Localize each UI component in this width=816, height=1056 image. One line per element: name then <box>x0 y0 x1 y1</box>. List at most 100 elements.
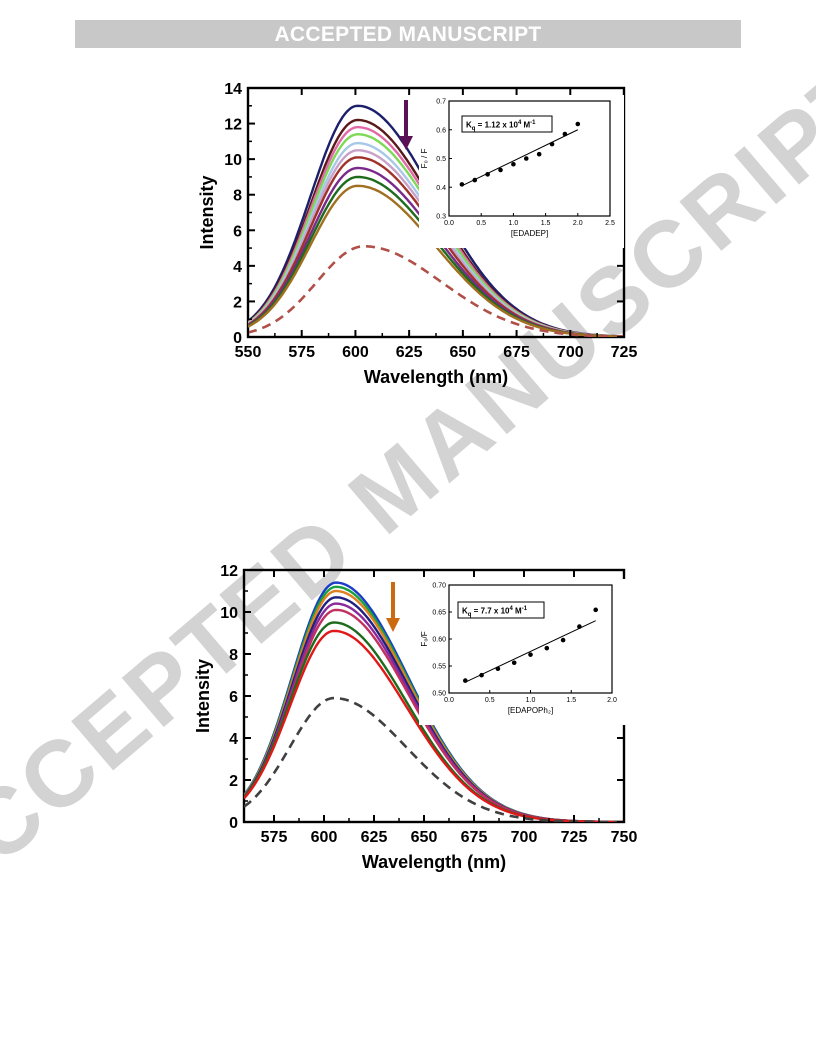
x-tick-label: 600 <box>342 344 369 361</box>
inset-x-tick-label: 0.5 <box>485 697 495 704</box>
inset-legend-box <box>457 601 545 619</box>
inset-y-tick-label: 0.6 <box>436 127 446 134</box>
inset-data-point <box>593 607 598 613</box>
inset-data-point <box>485 172 490 177</box>
x-tick-label: 725 <box>561 829 588 846</box>
inset-data-point <box>575 121 581 127</box>
y-tick-label: 6 <box>229 689 238 706</box>
emission-chart-2: 575 600 625 650 675 700 725 750 0 2 4 6 8 10 12 Wavelen… <box>193 563 637 872</box>
inset-y-tick-label: 0.55 <box>432 664 446 671</box>
inset-y-tick-label: 0.5 <box>436 156 446 163</box>
legend-sup2: -1 <box>530 120 536 126</box>
inset-fit-line <box>465 620 596 683</box>
y-tick-label: 14 <box>224 81 242 98</box>
inset-data-point <box>472 177 478 183</box>
inset-data-point <box>523 156 529 161</box>
spectrum-series-11 <box>248 245 624 337</box>
inset-y-tick-label: 0.60 <box>432 637 446 644</box>
legend-mid: = 1.12 x 10 <box>475 121 518 130</box>
inset-data-point <box>498 167 503 173</box>
inset-data-point <box>511 660 517 666</box>
stern-volmer-inset: 0.0 0.5 1.0 1.5 2.0 2.5 0.3 0.4 0.5 0.6 0.7 [EDADEP… <box>419 95 624 248</box>
inset-y-tick-label: 0.3 <box>436 214 446 221</box>
banner-text: ACCEPTED MANUSCRIPT <box>274 23 542 46</box>
y-axis-label: Intensity <box>193 659 213 733</box>
x-axis-label: Wavelength (nm) <box>364 367 508 387</box>
x-tick-label: 625 <box>361 829 388 846</box>
inset-data-point <box>562 131 568 137</box>
inset-data-point <box>459 182 465 187</box>
y-tick-label: 2 <box>229 773 238 790</box>
y-tick-label: 6 <box>233 223 242 240</box>
y-tick-label: 0 <box>233 330 242 347</box>
y-tick-label: 12 <box>224 117 242 134</box>
inset-data-point <box>479 672 484 678</box>
legend-sup1: 4 <box>518 120 522 126</box>
inset-y-tick-label: 0.65 <box>432 610 446 617</box>
inset-x-tick-label: 2.0 <box>607 697 617 704</box>
inset-data-point <box>549 141 555 147</box>
inset-data-point <box>544 645 550 651</box>
inset-x-tick-label: 1.5 <box>566 697 576 704</box>
x-tick-label: 625 <box>396 344 423 361</box>
inset-x-tick-label: 0.5 <box>476 220 486 227</box>
x-tick-label: 725 <box>611 344 638 361</box>
stern-volmer-inset: 0.0 0.5 1.0 1.5 2.0 0.50 0.55 0.60 0.65 0.70 [EDAP… <box>419 579 626 725</box>
inset-x-tick-label: 0.0 <box>444 220 454 227</box>
inset-y-label: F₀ / F <box>420 149 429 169</box>
y-tick-label: 2 <box>233 294 242 311</box>
inset-data-point <box>577 624 582 629</box>
x-tick-label: 575 <box>288 344 315 361</box>
x-tick-label: 550 <box>235 344 262 361</box>
inset-y-tick-label: 0.50 <box>432 691 446 698</box>
y-axis-label: Intensity <box>197 175 217 249</box>
inset-y-label: F₀/F <box>420 631 429 646</box>
inset-x-tick-label: 1.0 <box>509 220 519 227</box>
inset-data-point <box>528 652 533 657</box>
inset-data-point <box>560 637 566 643</box>
x-tick-label: 650 <box>411 829 438 846</box>
x-axis-label: Wavelength (nm) <box>362 852 506 872</box>
inset-legend-text: Kq = 7.7 x 104 M-1 <box>462 606 528 618</box>
inset-legend-text: Kq = 1.12 x 104 M-1 <box>466 120 536 132</box>
x-tick-label: 700 <box>557 344 584 361</box>
inset-data-point <box>511 161 516 167</box>
y-tick-label: 4 <box>233 259 242 276</box>
x-tick-label: 600 <box>311 829 338 846</box>
emission-chart-1: 550 575 600 625 650 675 700 725 0 2 4 6 8 10 12 14 Wavel… <box>197 81 637 387</box>
legend-sub: q <box>468 612 472 618</box>
inset-data-point <box>536 151 542 157</box>
inset-x-label: [EDADEP] <box>511 229 548 238</box>
inset-y-tick-label: 0.70 <box>432 583 446 590</box>
x-tick-label: 650 <box>450 344 477 361</box>
inset-x-tick-label: 1.5 <box>541 220 551 227</box>
y-tick-label: 10 <box>220 605 238 622</box>
inset-y-tick-label: 0.4 <box>436 185 446 192</box>
x-tick-label: 675 <box>503 344 530 361</box>
y-tick-label: 10 <box>224 152 242 169</box>
inset-x-tick-label: 1.0 <box>526 697 536 704</box>
legend-unit: M <box>513 607 522 616</box>
inset-x-label: [EDAPOPh₂] <box>508 706 553 715</box>
y-tick-label: 0 <box>229 815 238 832</box>
x-tick-label: 750 <box>611 829 638 846</box>
x-tick-label: 575 <box>261 829 288 846</box>
legend-sub: q <box>472 126 476 132</box>
legend-sup1: 4 <box>509 606 513 612</box>
x-tick-label: 675 <box>461 829 488 846</box>
inset-x-tick-label: 2.5 <box>605 220 615 227</box>
inset-data-point <box>495 666 501 671</box>
spectrum-series-9 <box>244 696 624 822</box>
inset-y-tick-label: 0.7 <box>436 99 446 106</box>
y-tick-label: 8 <box>233 188 242 205</box>
inset-x-tick-label: 2.0 <box>573 220 583 227</box>
legend-prefix: K <box>462 607 468 616</box>
y-tick-label: 4 <box>229 731 238 748</box>
legend-sup2: -1 <box>522 606 528 612</box>
legend-prefix: K <box>466 121 472 130</box>
legend-mid: = 7.7 x 10 <box>471 607 510 616</box>
inset-data-point <box>463 678 468 683</box>
inset-x-tick-label: 0.0 <box>444 697 454 704</box>
